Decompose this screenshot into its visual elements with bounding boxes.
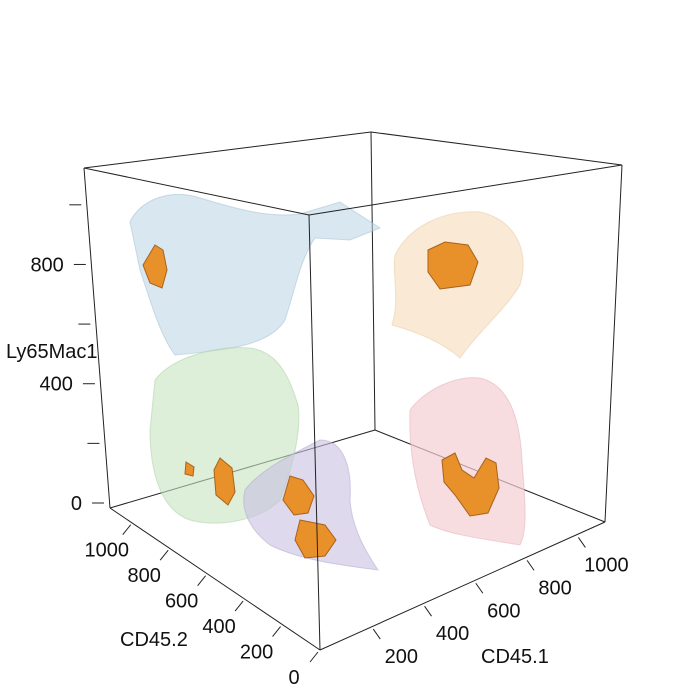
y-axis-tick [309,651,319,663]
z-axis-tick-label: 0 [71,493,82,515]
core-green [213,457,236,506]
z-axis-tick-label: 400 [40,374,73,396]
core-peach [427,241,479,290]
box-edge-front-left-vertical [83,167,111,509]
y-axis-tick [122,524,132,536]
core-purple-lower [294,519,337,559]
y-axis-tick [197,575,207,586]
x-axis-tick-label: 400 [436,623,469,645]
z-axis: 0 400 800 [30,204,104,515]
y-axis-tick-label: 400 [202,616,235,638]
x-axis-tick [372,628,381,640]
y-axis-tick [159,549,169,561]
bounding-box-front [83,164,623,651]
y-axis-tick [234,600,244,612]
box-edge-bottom-front-right [319,521,606,651]
core-purple-upper [282,475,315,516]
y-axis-tick-label: 600 [165,591,198,613]
box-edge-front-middle-vertical [308,214,321,651]
y-axis-tick-label: 0 [288,667,299,689]
box-edge-top-front-right [308,164,623,216]
box-edge-bottom-front-left [109,507,321,651]
x-axis-tick-label: 1000 [584,554,629,576]
x-axis-tick-label: 800 [538,577,571,599]
y-axis-tick-label: 200 [240,642,273,664]
y-axis-tick-label: 800 [127,565,160,587]
density-cores [142,241,500,559]
x-axis: 200 400 600 800 1000 [372,537,629,668]
box-edge-front-right-vertical [604,164,623,523]
core-pink [441,452,500,517]
z-axis-title: Ly65Mac1 [6,341,98,363]
core-blue [142,244,168,289]
box-edge-top-back-left [83,131,372,169]
core-green-small [184,461,195,477]
x-axis-tick [577,537,586,548]
box-edge-back-vertical [370,131,376,431]
x-axis-tick [526,560,535,571]
y-axis-tick [272,626,281,637]
x-axis-title: CD45.1 [481,646,549,668]
y-axis-tick-label: 1000 [84,540,129,562]
z-axis-tick-label: 800 [30,254,63,276]
population-hull-blue [129,194,382,356]
population-hull-pink [409,377,526,546]
x-axis-tick [475,582,484,594]
box-edge-top-back-right [370,131,623,166]
x-axis-tick-label: 600 [487,600,520,622]
x-axis-tick [424,605,432,617]
y-axis-title: CD45.2 [120,629,188,651]
x-axis-tick-label: 200 [385,646,418,668]
box-edge-top-front-left [83,167,310,216]
